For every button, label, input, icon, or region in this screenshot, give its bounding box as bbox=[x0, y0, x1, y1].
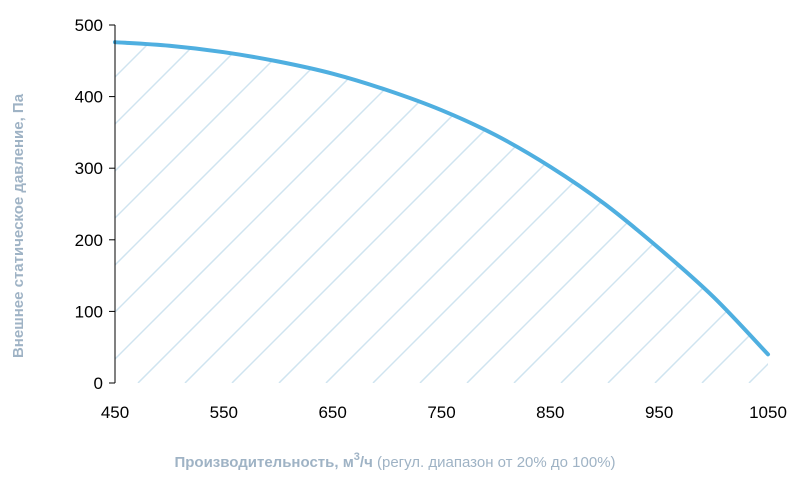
hatch-line bbox=[115, 42, 183, 384]
hatch-line bbox=[184, 42, 606, 384]
performance-curve bbox=[113, 40, 770, 357]
hatch-line bbox=[513, 42, 768, 384]
hatch-line bbox=[115, 42, 465, 384]
hatch-line bbox=[115, 42, 324, 384]
hatch-line bbox=[607, 42, 768, 384]
x-axis-label-unit: /ч bbox=[360, 454, 373, 471]
hatch-line bbox=[748, 42, 768, 384]
x-tick-label: 950 bbox=[645, 403, 673, 422]
hatch-line bbox=[654, 42, 768, 384]
hatch-line bbox=[231, 42, 653, 384]
operating-area-hatch bbox=[115, 42, 768, 384]
x-axis-ticks: 450 550 650 750 850 950 1050 bbox=[101, 403, 787, 422]
y-axis-label: Внешнее статическое давление, Па bbox=[10, 93, 27, 358]
x-axis-label-note: (регул. диапазон от 20% до 100%) bbox=[373, 454, 616, 471]
hatch-line bbox=[115, 42, 418, 384]
hatch-line bbox=[560, 42, 768, 384]
hatch-line bbox=[115, 42, 371, 384]
x-tick-label: 650 bbox=[318, 403, 346, 422]
x-axis-label: Производительность, м3/ч (регул. диапазо… bbox=[174, 451, 615, 471]
x-tick-label: 1050 bbox=[749, 403, 787, 422]
hatch-line bbox=[372, 42, 768, 384]
hatch-line bbox=[115, 42, 512, 384]
y-tick-label: 400 bbox=[75, 88, 103, 107]
y-tick-label: 0 bbox=[94, 374, 103, 393]
x-tick-label: 850 bbox=[536, 403, 564, 422]
hatch-line bbox=[278, 42, 700, 384]
x-axis-label-main: Производительность, м bbox=[174, 454, 353, 471]
hatch-line bbox=[137, 42, 559, 384]
y-tick-label: 100 bbox=[75, 302, 103, 321]
x-tick-label: 550 bbox=[210, 403, 238, 422]
hatch-line bbox=[325, 42, 747, 384]
x-tick-label: 750 bbox=[427, 403, 455, 422]
hatch-line bbox=[701, 42, 768, 384]
x-tick-label: 450 bbox=[101, 403, 129, 422]
hatch-line bbox=[466, 42, 768, 384]
y-tick-label: 200 bbox=[75, 231, 103, 250]
y-tick-label: 500 bbox=[75, 16, 103, 35]
y-tick-label: 300 bbox=[75, 159, 103, 178]
x-axis-label-superscript: 3 bbox=[354, 451, 360, 463]
y-axis-ticks: 0 100 200 300 400 500 bbox=[75, 16, 115, 393]
